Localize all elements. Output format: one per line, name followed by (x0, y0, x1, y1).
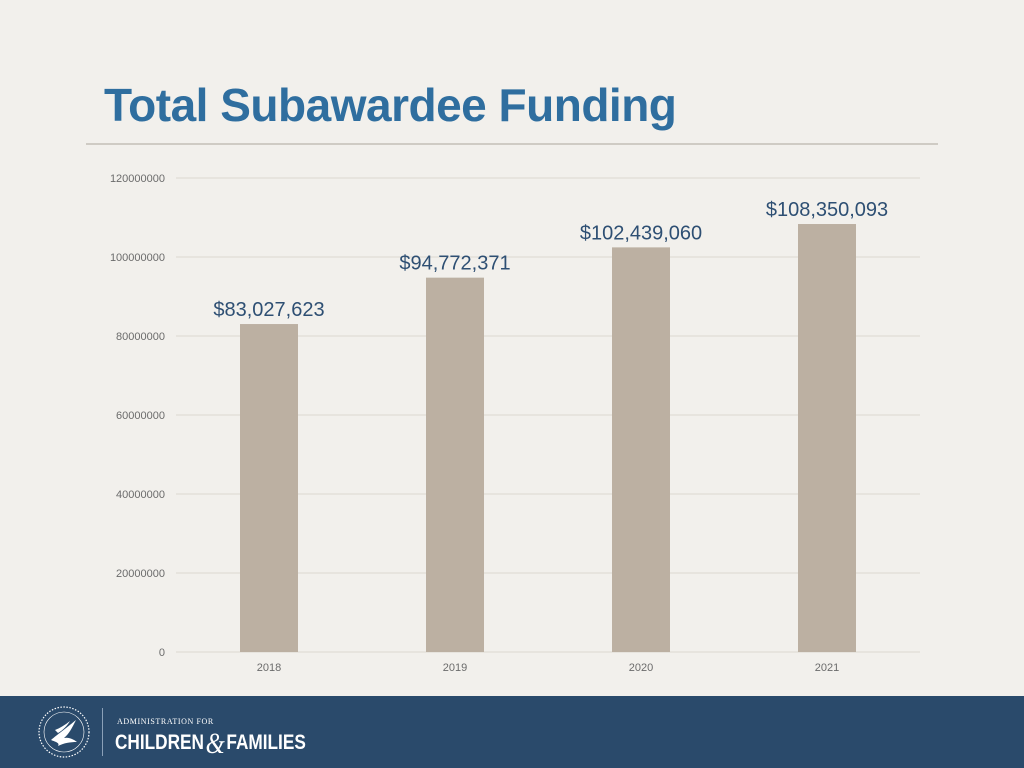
title-divider (86, 143, 938, 145)
y-tick-label: 60000000 (116, 410, 165, 422)
x-tick-label: 2021 (815, 662, 839, 674)
y-tick-label: 80000000 (116, 331, 165, 343)
data-label-2020: $102,439,060 (580, 222, 702, 244)
data-label-2019: $94,772,371 (399, 253, 510, 275)
hhs-seal-icon (38, 706, 90, 758)
footer-bar: ADMINISTRATION FOR CHILDREN&FAMILIES (0, 696, 1024, 768)
bar-2021 (798, 224, 856, 652)
data-label-2018: $83,027,623 (213, 299, 324, 321)
data-label-2021: $108,350,093 (766, 199, 888, 221)
x-tick-label: 2018 (257, 662, 281, 674)
bar-chart: 0 20000000 40000000 60000000 80000000 1000000… (110, 173, 920, 674)
y-tick-label: 0 (159, 647, 165, 659)
y-axis-ticks: 0 20000000 40000000 60000000 80000000 1000000… (110, 173, 165, 659)
bar-2019 (426, 277, 484, 652)
org-ampersand: & (205, 727, 225, 760)
y-tick-label: 120000000 (110, 173, 165, 185)
x-tick-label: 2019 (443, 662, 467, 674)
y-tick-label: 20000000 (116, 568, 165, 580)
footer-divider (102, 708, 103, 756)
x-tick-label: 2020 (629, 662, 653, 674)
x-axis-ticks: 2018 2019 2020 2021 (257, 662, 839, 674)
org-word-children: CHILDREN (115, 731, 204, 754)
org-line: ADMINISTRATION FOR (117, 717, 214, 726)
gridlines (176, 177, 920, 653)
y-tick-label: 100000000 (110, 252, 165, 264)
org-word-families: FAMILIES (226, 731, 306, 754)
acf-logo-text: CHILDREN&FAMILIES (115, 727, 306, 761)
bars (240, 224, 856, 652)
data-labels: $83,027,623 $94,772,371 $102,439,060 $108,3… (213, 199, 888, 321)
y-tick-label: 40000000 (116, 489, 165, 501)
bar-2018 (240, 324, 298, 652)
slide-title: Total Subawardee Funding (104, 79, 677, 131)
bar-2020 (612, 247, 670, 652)
